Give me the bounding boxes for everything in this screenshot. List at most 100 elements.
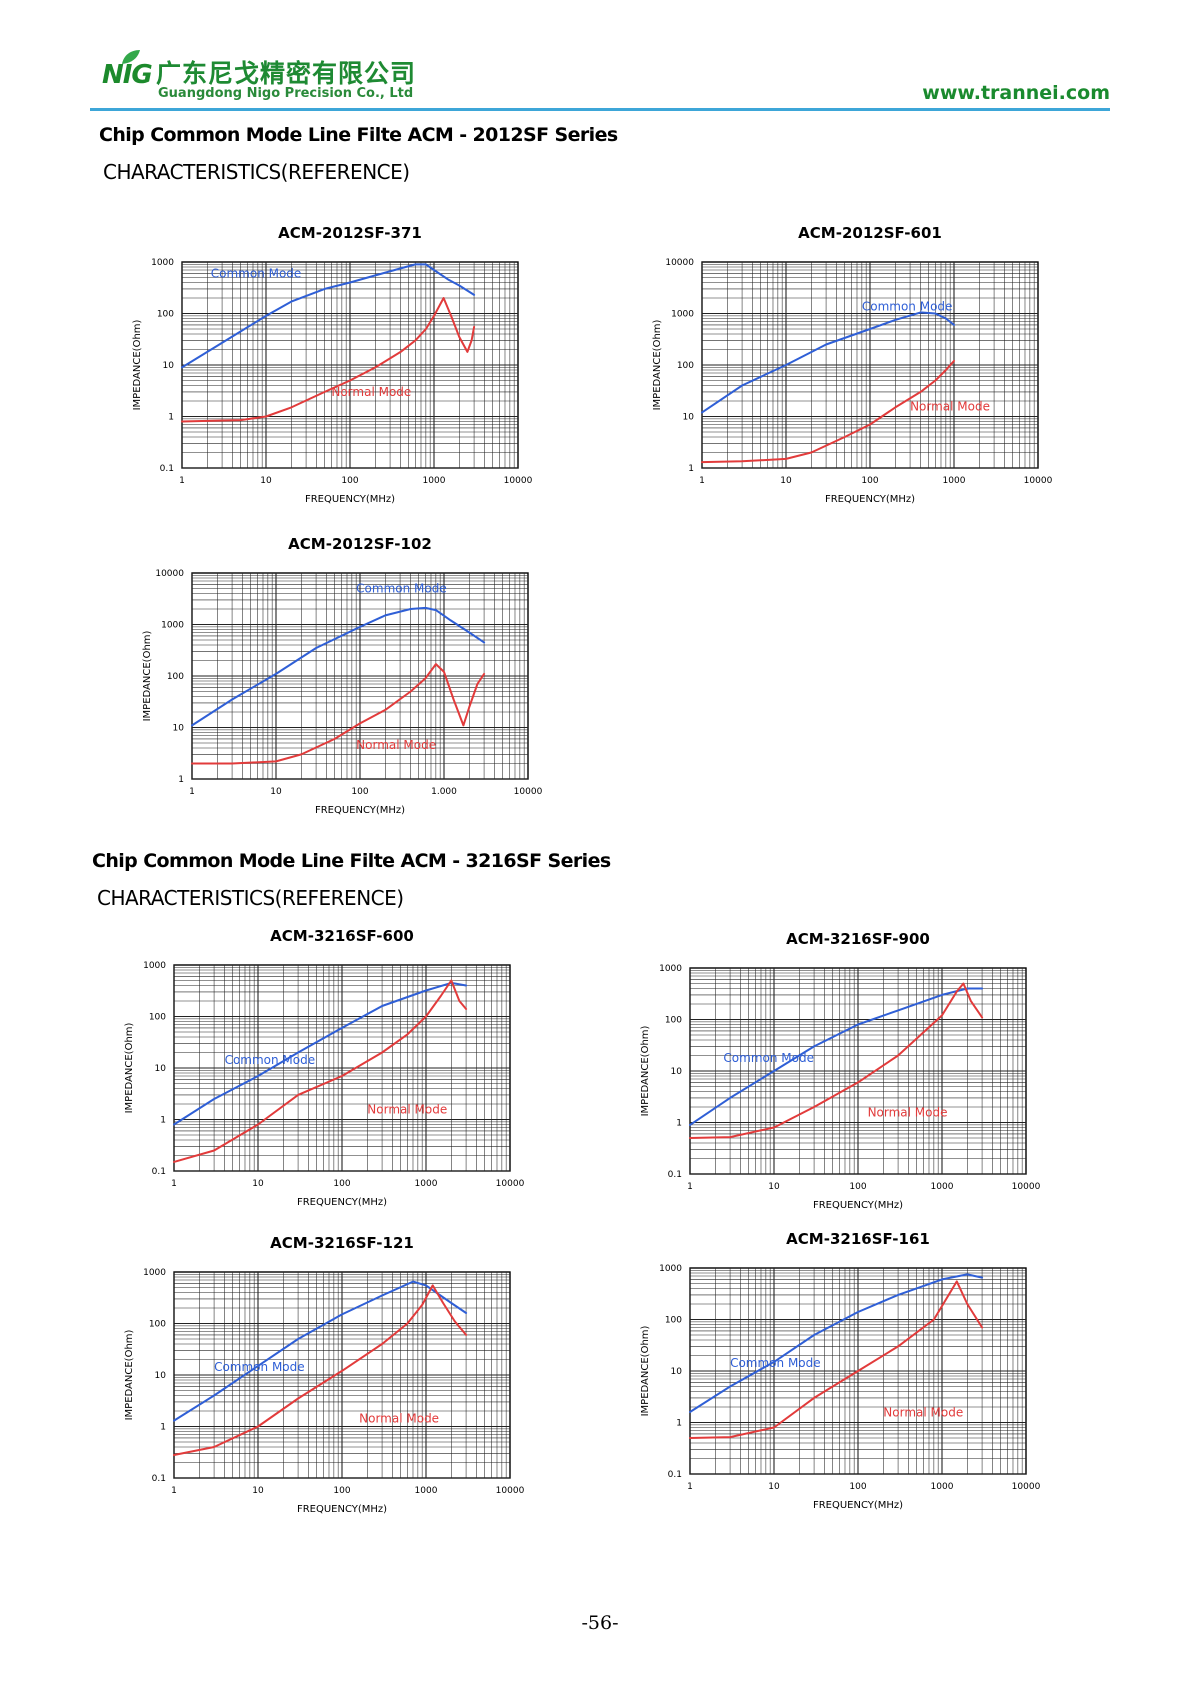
y-tick-label: 0.1 (152, 1474, 166, 1484)
chart-svg: ACM-3216SF-161 1 10 100 1000 10000 0.1 1 10 100 10… (640, 1230, 1041, 1511)
x-tick-label: 1 (171, 1486, 177, 1496)
company-name-en: Guangdong Nigo Precision Co., Ltd (158, 86, 414, 101)
chart-svg: ACM-3216SF-900 1 10 100 1000 10000 0.1 1 10 100 10… (640, 930, 1041, 1211)
x-tick-label: 10000 (504, 476, 533, 486)
y-tick-label: 0.1 (668, 1470, 682, 1480)
company-name-cn: 广东尼戈精密有限公司 (156, 59, 417, 88)
series-line-normal-mode (701, 359, 955, 464)
x-tick-label: 100 (341, 476, 358, 486)
y-tick-label: 1000 (659, 964, 682, 974)
website-link[interactable]: www.trannei.com (922, 82, 1110, 104)
chart-svg: ACM-3216SF-600 1 10 100 1000 10000 0.1 1 10 100 10… (124, 927, 525, 1208)
x-tick-label: 1000 (415, 1179, 438, 1189)
x-tick-label: 1 (687, 1182, 693, 1192)
series-line-common-mode (191, 606, 486, 727)
chart-acm-2012sf-601: ACM-2012SF-601 1 10 100 1000 10000 1 10 100 1000 1… (640, 222, 1060, 505)
chart-svg: ACM-2012SF-601 1 10 100 1000 10000 1 10 100 1000 1… (652, 224, 1053, 505)
x-tick-label: 1000 (943, 476, 966, 486)
x-axis-label: FREQUENCY(MHz) (813, 1500, 903, 1511)
y-tick-label: 1 (676, 1119, 682, 1129)
header-rule (90, 108, 1110, 111)
series-line-normal-mode (181, 297, 476, 423)
company-logo: NIG (102, 60, 153, 90)
x-axis-label: FREQUENCY(MHz) (297, 1504, 387, 1515)
y-tick-label: 1000 (143, 1268, 166, 1278)
series-line-normal-mode (173, 979, 468, 1163)
chart-acm-3216sf-600: ACM-3216SF-600 1 10 100 1000 10000 0.1 1 10 100 10… (112, 925, 532, 1208)
x-tick-label: 10000 (496, 1179, 525, 1189)
y-tick-label: 10 (671, 1367, 683, 1377)
y-axis-label: IMPEDANCE(Ohm) (124, 1022, 135, 1113)
x-tick-label: 10 (768, 1482, 780, 1492)
section-title-3216sf: Chip Common Mode Line Filte ACM - 3216SF… (92, 850, 611, 872)
y-tick-label: 10 (155, 1371, 167, 1381)
chart-svg: ACM-3216SF-121 1 10 100 1000 10000 0.1 1 10 100 10… (124, 1234, 525, 1515)
y-tick-label: 1 (160, 1116, 166, 1126)
x-tick-label: 1000 (931, 1482, 954, 1492)
x-tick-label: 1 (699, 476, 705, 486)
y-tick-label: 1000 (161, 621, 184, 631)
x-tick-label: 100 (849, 1482, 866, 1492)
y-tick-label: 0.1 (152, 1167, 166, 1177)
y-tick-label: 100 (665, 1316, 682, 1326)
chart-title: ACM-2012SF-601 (798, 224, 942, 242)
y-axis-label: IMPEDANCE(Ohm) (142, 630, 153, 721)
y-tick-label: 1000 (671, 310, 694, 320)
x-tick-label: 10 (260, 476, 272, 486)
y-tick-label: 1 (160, 1423, 166, 1433)
series-line-common-mode (181, 263, 476, 369)
chart-acm-2012sf-102: ACM-2012SF-102 1 10 100 1.000 10000 1 10 100 1000… (130, 533, 550, 816)
annotation-common-mode: Common Mode (730, 1356, 821, 1370)
y-tick-label: 100 (665, 1016, 682, 1026)
y-tick-label: 100 (149, 1013, 166, 1023)
x-tick-label: 1 (179, 476, 185, 486)
x-tick-label: 10 (270, 787, 282, 797)
annotation-normal-mode: Normal Mode (883, 1406, 963, 1420)
x-tick-label: 1.000 (431, 787, 457, 797)
y-tick-label: 10 (671, 1067, 683, 1077)
x-tick-label: 10 (252, 1179, 264, 1189)
series-line-common-mode (701, 311, 955, 414)
annotation-common-mode: Common Mode (225, 1053, 316, 1067)
annotation-normal-mode: Normal Mode (367, 1103, 447, 1117)
y-tick-label: 10 (155, 1064, 167, 1074)
x-tick-label: 10000 (514, 787, 543, 797)
chart-acm-3216sf-121: ACM-3216SF-121 1 10 100 1000 10000 0.1 1 10 100 10… (112, 1232, 532, 1515)
grid-lines (173, 965, 510, 1172)
y-tick-label: 10000 (665, 258, 694, 268)
x-tick-label: 1000 (931, 1182, 954, 1192)
grid-lines (689, 968, 1026, 1175)
x-tick-label: 100 (351, 787, 368, 797)
chart-acm-3216sf-161: ACM-3216SF-161 1 10 100 1000 10000 0.1 1 10 100 10… (628, 1228, 1048, 1511)
x-tick-label: 100 (849, 1182, 866, 1192)
x-tick-label: 10 (780, 476, 792, 486)
x-tick-label: 10 (252, 1486, 264, 1496)
y-tick-label: 1000 (151, 258, 174, 268)
grid-lines (191, 573, 528, 780)
y-tick-label: 0.1 (160, 464, 174, 474)
y-tick-label: 0.1 (668, 1170, 682, 1180)
y-tick-label: 1 (178, 775, 184, 785)
x-tick-label: 1 (171, 1179, 177, 1189)
y-axis-label: IMPEDANCE(Ohm) (652, 319, 663, 410)
y-tick-label: 10 (173, 724, 185, 734)
y-tick-label: 1000 (659, 1264, 682, 1274)
x-tick-label: 1 (189, 787, 195, 797)
y-tick-label: 10 (683, 413, 695, 423)
series-line-common-mode (173, 981, 468, 1126)
series-line-normal-mode (689, 982, 984, 1139)
series-line-normal-mode (173, 1284, 468, 1456)
chart-acm-2012sf-371: ACM-2012SF-371 1 10 100 1000 10000 0.1 1 10 100 10… (120, 222, 540, 505)
chart-title: ACM-3216SF-900 (786, 930, 930, 948)
y-axis-label: IMPEDANCE(Ohm) (640, 1025, 651, 1116)
leaf-icon (122, 50, 140, 64)
x-tick-label: 100 (333, 1179, 350, 1189)
x-tick-label: 1000 (415, 1486, 438, 1496)
y-tick-label: 1 (676, 1419, 682, 1429)
annotation-common-mode: Common Mode (723, 1051, 814, 1065)
chart-svg: ACM-2012SF-102 1 10 100 1.000 10000 1 10 100 1000… (142, 535, 543, 816)
y-tick-label: 100 (157, 310, 174, 320)
annotation-normal-mode: Normal Mode (356, 738, 436, 752)
y-axis-label: IMPEDANCE(Ohm) (132, 319, 143, 410)
x-tick-label: 10000 (496, 1486, 525, 1496)
